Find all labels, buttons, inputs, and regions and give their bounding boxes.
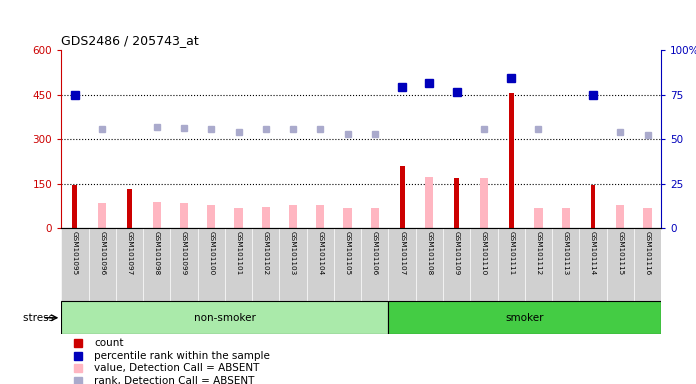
- Bar: [198, 228, 225, 301]
- Bar: [61, 228, 88, 301]
- Bar: [498, 228, 525, 301]
- Text: stress: stress: [24, 313, 58, 323]
- Text: GSM101098: GSM101098: [154, 231, 159, 275]
- Text: GSM101100: GSM101100: [208, 231, 214, 275]
- Bar: [535, 208, 543, 228]
- Bar: [116, 228, 143, 301]
- Text: value, Detection Call = ABSENT: value, Detection Call = ABSENT: [94, 363, 260, 373]
- Text: count: count: [94, 338, 124, 348]
- Bar: [235, 208, 243, 228]
- Bar: [171, 228, 198, 301]
- Bar: [61, 301, 388, 334]
- Bar: [562, 208, 570, 228]
- Bar: [607, 228, 634, 301]
- Bar: [616, 205, 624, 228]
- Bar: [225, 228, 252, 301]
- Text: GSM101107: GSM101107: [399, 231, 405, 275]
- Bar: [207, 205, 215, 228]
- Text: GSM101111: GSM101111: [508, 231, 514, 275]
- Bar: [425, 177, 434, 228]
- Text: smoker: smoker: [505, 313, 544, 323]
- Bar: [509, 93, 514, 228]
- Text: GSM101095: GSM101095: [72, 231, 78, 275]
- Bar: [316, 205, 324, 228]
- Text: GSM101106: GSM101106: [372, 231, 378, 275]
- Text: GSM101103: GSM101103: [290, 231, 296, 275]
- Bar: [470, 228, 498, 301]
- Bar: [400, 166, 404, 228]
- Bar: [344, 208, 351, 228]
- Bar: [416, 228, 443, 301]
- Bar: [480, 178, 488, 228]
- Bar: [88, 228, 116, 301]
- Text: GSM101101: GSM101101: [235, 231, 242, 275]
- Text: GSM101096: GSM101096: [99, 231, 105, 275]
- Bar: [72, 185, 77, 228]
- Bar: [388, 228, 416, 301]
- Text: GSM101114: GSM101114: [590, 231, 596, 275]
- Text: GSM101109: GSM101109: [454, 231, 459, 275]
- Bar: [334, 228, 361, 301]
- Text: percentile rank within the sample: percentile rank within the sample: [94, 351, 270, 361]
- Text: GSM101116: GSM101116: [644, 231, 651, 275]
- Bar: [361, 228, 388, 301]
- Bar: [180, 203, 188, 228]
- Text: GSM101099: GSM101099: [181, 231, 187, 275]
- Text: GSM101097: GSM101097: [127, 231, 132, 275]
- Text: GSM101102: GSM101102: [263, 231, 269, 275]
- Text: GSM101104: GSM101104: [317, 231, 324, 275]
- Text: GSM101113: GSM101113: [563, 231, 569, 275]
- Text: GSM101108: GSM101108: [427, 231, 432, 275]
- Bar: [591, 185, 596, 228]
- Bar: [371, 208, 379, 228]
- Bar: [127, 189, 132, 228]
- Bar: [443, 228, 470, 301]
- Bar: [552, 228, 579, 301]
- Bar: [454, 178, 459, 228]
- Text: GSM101115: GSM101115: [617, 231, 624, 275]
- Text: GSM101112: GSM101112: [535, 231, 541, 275]
- Text: non-smoker: non-smoker: [194, 313, 256, 323]
- Bar: [307, 228, 334, 301]
- Bar: [525, 228, 552, 301]
- Bar: [279, 228, 307, 301]
- Text: GSM101110: GSM101110: [481, 231, 487, 275]
- Bar: [388, 301, 661, 334]
- Bar: [98, 203, 106, 228]
- Bar: [262, 207, 270, 228]
- Bar: [252, 228, 279, 301]
- Text: GDS2486 / 205743_at: GDS2486 / 205743_at: [61, 34, 199, 47]
- Bar: [152, 202, 161, 228]
- Bar: [289, 205, 297, 228]
- Bar: [579, 228, 607, 301]
- Bar: [644, 208, 651, 228]
- Bar: [143, 228, 171, 301]
- Bar: [634, 228, 661, 301]
- Text: rank, Detection Call = ABSENT: rank, Detection Call = ABSENT: [94, 376, 255, 384]
- Text: GSM101105: GSM101105: [345, 231, 351, 275]
